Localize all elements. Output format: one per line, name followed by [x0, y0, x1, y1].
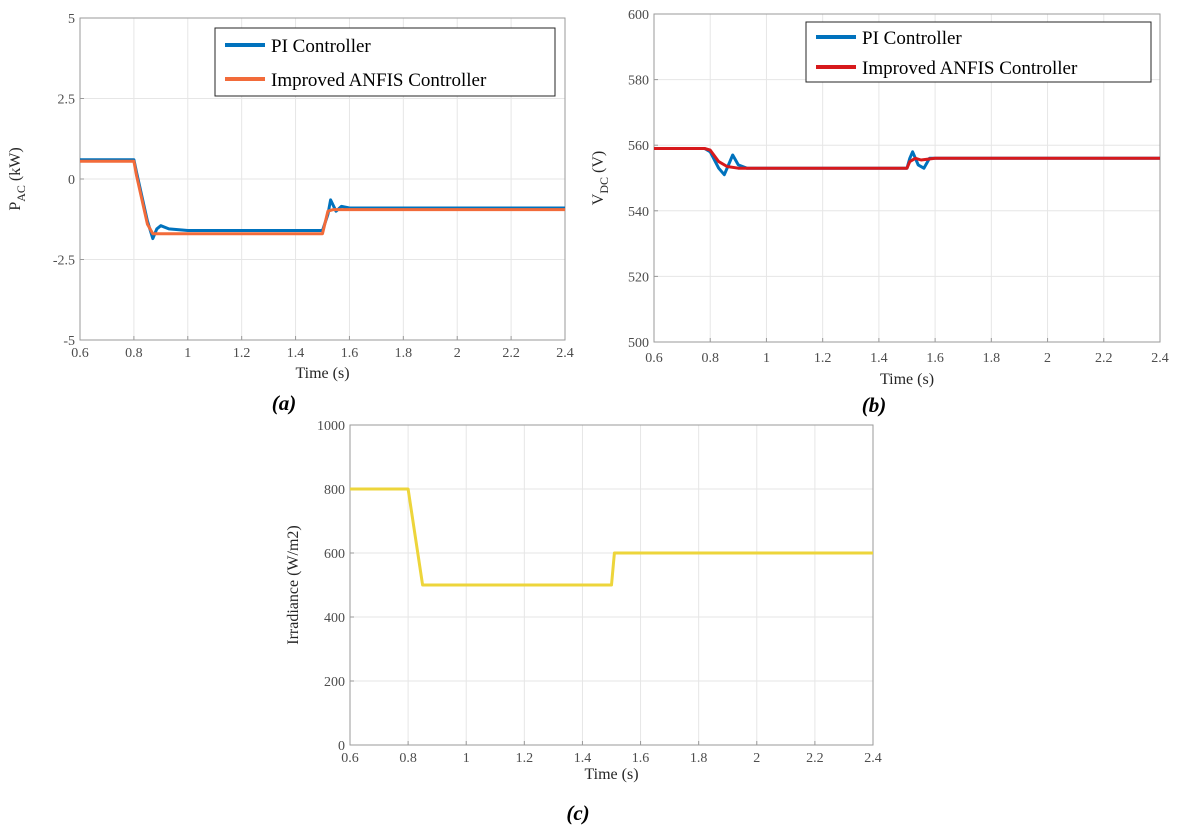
chart-panel-c: 0.6 0.8 1 1.2 1.4 1.6 1.8 2 2.2 2.4 0 200 400 600 800 1… — [285, 419, 882, 825]
panel-label: (c) — [566, 801, 589, 825]
x-tick-label: 0.6 — [645, 351, 663, 366]
x-tick-label: 1.2 — [814, 351, 832, 366]
series-line-2 — [654, 147, 1160, 170]
x-tick-label: 2 — [753, 751, 760, 766]
y-axis-label: VDC (V) — [590, 151, 611, 205]
chart-panel-b: 0.6 0.8 1 1.2 1.4 1.6 1.8 2 2.2 2.4 500 520 540 560 58… — [590, 8, 1169, 417]
y-tick-label: 600 — [628, 8, 649, 23]
x-tick-label: 1 — [184, 346, 191, 361]
x-tick-label: 1.4 — [870, 351, 888, 366]
y-tick-label: 520 — [628, 270, 649, 285]
x-tick-label: 2.2 — [806, 751, 824, 766]
legend: PI Controller Improved ANFIS Controller — [805, 21, 1152, 83]
x-axis-label: Time (s) — [295, 365, 349, 382]
plot-frame — [79, 17, 566, 341]
legend-label-2: Improved ANFIS Controller — [271, 70, 487, 91]
series-line-2 — [80, 159, 565, 236]
y-tick-label: 540 — [628, 205, 649, 220]
x-tick-label: 0.8 — [125, 346, 143, 361]
y-tick-label: -5 — [63, 334, 75, 349]
x-tick-label: 1.6 — [632, 751, 650, 766]
y-tick-label: 560 — [628, 139, 649, 154]
x-tick-label: 0.8 — [399, 751, 417, 766]
x-tick-label: 2 — [454, 346, 461, 361]
plot-frame — [653, 13, 1161, 343]
y-tick-label: 580 — [628, 74, 649, 89]
x-tick-label: 1.6 — [926, 351, 944, 366]
y-axis-unit: (V) — [590, 151, 607, 177]
x-tick-label: 1.4 — [574, 751, 592, 766]
legend-box — [214, 27, 556, 97]
y-axis-unit: (kW) — [7, 147, 24, 185]
y-tick-label: 800 — [324, 483, 345, 498]
y-axis-label: Irradiance (W/m2) — [285, 525, 302, 644]
y-tick-label: 0 — [68, 173, 75, 188]
y-tick-label: 200 — [324, 675, 345, 690]
x-tick-label: 1.8 — [690, 751, 708, 766]
x-axis-label: Time (s) — [584, 766, 638, 783]
panel-label: (a) — [272, 391, 297, 415]
legend-label-1: PI Controller — [862, 28, 962, 49]
plot-frame — [349, 424, 874, 746]
y-tick-label: 500 — [628, 336, 649, 351]
y-tick-label: 5 — [68, 12, 75, 27]
y-tick-label: 400 — [324, 611, 345, 626]
x-tick-label: 2.4 — [864, 751, 882, 766]
y-tick-label: 600 — [324, 547, 345, 562]
x-tick-label: 1.8 — [395, 346, 413, 361]
x-tick-label: 1 — [463, 751, 470, 766]
y-tick-label: 0 — [338, 739, 345, 754]
y-tick-label: 2.5 — [58, 93, 76, 108]
x-tick-label: 0.6 — [341, 751, 359, 766]
x-tick-label: 2.4 — [1151, 351, 1169, 366]
x-tick-label: 1 — [763, 351, 770, 366]
y-axis-label: PAC (kW) — [7, 147, 28, 210]
y-axis-symbol: P — [7, 202, 24, 211]
x-tick-label: 2 — [1044, 351, 1051, 366]
x-tick-label: 1.6 — [341, 346, 359, 361]
x-tick-label: 2.2 — [502, 346, 520, 361]
legend: PI Controller Improved ANFIS Controller — [214, 27, 556, 97]
x-tick-label: 2.2 — [1095, 351, 1113, 366]
y-tick-label: 1000 — [317, 419, 345, 434]
x-axis-label: Time (s) — [880, 371, 934, 388]
series-line-1 — [350, 487, 873, 587]
x-tick-label: 1.8 — [983, 351, 1001, 366]
x-tick-label: 0.8 — [701, 351, 719, 366]
y-tick-label: -2.5 — [53, 254, 75, 269]
legend-label-1: PI Controller — [271, 36, 371, 57]
x-tick-label: 0.6 — [71, 346, 89, 361]
y-axis-subscript: AC — [14, 185, 28, 202]
panel-label: (b) — [862, 393, 887, 417]
x-tick-label: 1.2 — [516, 751, 534, 766]
legend-box — [805, 21, 1152, 83]
x-tick-label: 1.4 — [287, 346, 305, 361]
legend-label-2: Improved ANFIS Controller — [862, 58, 1078, 79]
y-axis-subscript: DC — [597, 177, 611, 194]
y-axis-symbol: V — [590, 193, 607, 205]
x-tick-label: 1.2 — [233, 346, 251, 361]
x-tick-label: 2.4 — [556, 346, 574, 361]
chart-panel-a: 0.6 0.8 1 1.2 1.4 1.6 1.8 2 2.2 2.4 -5 -2.5 0 2.5 5 Tim… — [7, 12, 574, 415]
